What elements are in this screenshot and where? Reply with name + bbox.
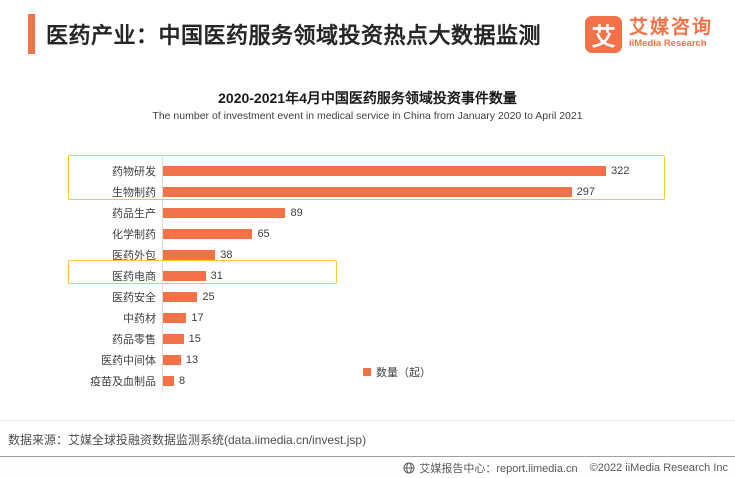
- category-label: 医药外包: [112, 249, 156, 262]
- chart-row: 疫苗及血制品 8: [68, 370, 700, 391]
- logo-name-en: iiMedia Research: [628, 38, 707, 50]
- category-label: 医药安全: [112, 291, 156, 304]
- value-label: 31: [210, 269, 223, 282]
- bar: [163, 207, 286, 218]
- iimedia-logo-icon: 艾: [584, 15, 622, 53]
- copyright-text: ©2022 iiMedia Research Inc: [589, 461, 728, 474]
- legend-label: 数量（起）: [376, 367, 431, 379]
- bar-chart: 药物研发 322 生物制药 297 药品生产 89 化学制药 65 医药外包 38 医药电商 31 医药…: [68, 155, 700, 393]
- value-label: 13: [185, 353, 199, 366]
- category-label: 中药材: [123, 312, 156, 325]
- legend-marker: [363, 368, 371, 376]
- data-source: 数据来源：艾媒全球投融资数据监测系统(data.iimedia.cn/inves…: [8, 433, 367, 447]
- value-label: 89: [290, 206, 303, 219]
- bar: [163, 312, 187, 323]
- report-center-link[interactable]: 艾媒报告中心：report.iimedia.cn: [419, 462, 578, 475]
- category-label: 医药中间体: [101, 354, 156, 367]
- accent-bar: [28, 14, 35, 54]
- chart-row: 医药中间体 13: [68, 349, 700, 370]
- category-label: 药物研发: [112, 165, 156, 178]
- category-label: 生物制药: [112, 186, 156, 199]
- chart-row: 药品零售 15: [68, 328, 700, 349]
- chart-row: 药品生产 89: [68, 202, 700, 223]
- bar: [163, 186, 572, 197]
- chart-row: 药物研发 322: [68, 160, 700, 181]
- chart-row: 化学制药 65: [68, 223, 700, 244]
- logo-text: 艾媒咨询 iiMedia Research: [628, 17, 713, 50]
- value-label: 15: [188, 332, 201, 345]
- bar: [163, 165, 607, 176]
- category-label: 医药电商: [112, 270, 156, 283]
- bar: [163, 249, 216, 260]
- category-label: 药品零售: [112, 333, 156, 346]
- value-label: 297: [576, 185, 596, 198]
- value-label: 8: [179, 374, 186, 387]
- legend: 数量（起）: [363, 364, 431, 380]
- chart-row: 医药外包 38: [68, 244, 700, 265]
- bar: [163, 291, 198, 302]
- value-label: 25: [202, 290, 215, 303]
- globe-icon: [403, 462, 415, 474]
- chart-rows: 药物研发 322 生物制药 297 药品生产 89 化学制药 65 医药外包 38 医药电商 31 医药…: [68, 160, 700, 391]
- value-label: 17: [191, 311, 204, 324]
- page-title: 医药产业：中国医药服务领域投资热点大数据监测: [46, 23, 542, 48]
- category-label: 化学制药: [112, 228, 156, 241]
- chart-row: 医药电商 31: [68, 265, 700, 286]
- bar: [163, 228, 253, 239]
- chart-row: 中药材 17: [68, 307, 700, 328]
- header: 医药产业：中国医药服务领域投资热点大数据监测 艾 艾媒咨询 iiMedia Re…: [28, 14, 713, 54]
- bottom-bar: 艾媒报告中心：report.iimedia.cn ©2022 iiMedia R…: [0, 456, 735, 478]
- chart-subtitle: The number of investment event in medica…: [152, 110, 583, 122]
- value-label: 322: [611, 164, 630, 177]
- y-axis-line: [162, 157, 163, 393]
- bar: [163, 270, 206, 281]
- chart-row: 生物制药 297: [68, 181, 700, 202]
- bar: [163, 333, 184, 344]
- header-title-group: 医药产业：中国医药服务领域投资热点大数据监测: [28, 14, 541, 54]
- logo-name-cn: 艾媒咨询: [628, 17, 713, 39]
- category-label: 疫苗及血制品: [90, 375, 156, 388]
- value-label: 38: [220, 248, 233, 261]
- bar: [163, 375, 174, 386]
- footer-divider: [0, 420, 735, 421]
- bar: [163, 354, 181, 365]
- value-label: 65: [257, 227, 270, 240]
- iimedia-logo: 艾 艾媒咨询 iiMedia Research: [584, 15, 713, 53]
- category-label: 药品生产: [112, 207, 156, 220]
- chart-title: 2020-2021年4月中国医药服务领域投资事件数量: [218, 90, 517, 106]
- chart-row: 医药安全 25: [68, 286, 700, 307]
